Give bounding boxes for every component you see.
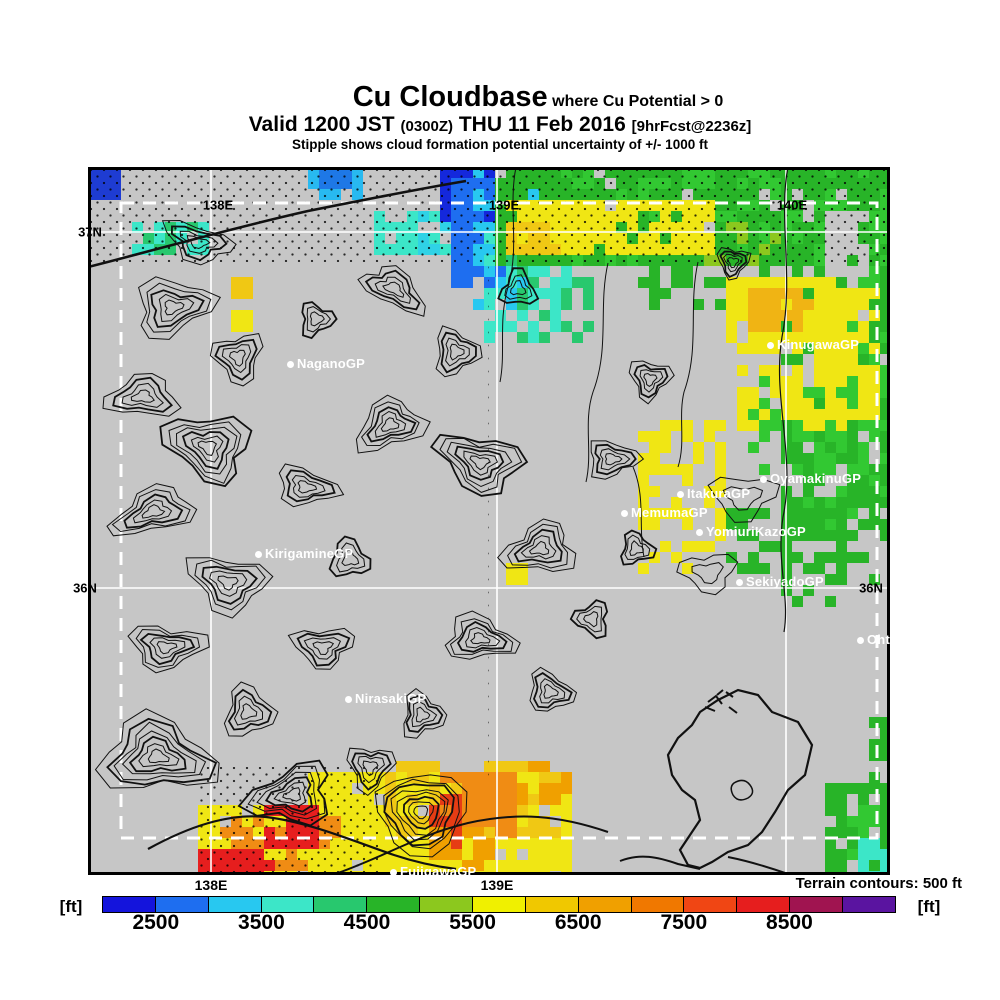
valid-forecast-ref: [9hrFcst@2236z] — [631, 118, 752, 136]
colorbar-segment — [737, 897, 791, 912]
colorbar-segment — [367, 897, 421, 912]
map-panel: NaganoGP KinugawaGP OyamakinuGP ItakuraGP Me… — [88, 167, 890, 875]
grid-label: 138E — [194, 877, 228, 893]
grid-label: 140E — [776, 197, 808, 213]
chart-header: Cu Cloudbase where Cu Potential > 0 Vali… — [0, 81, 1000, 153]
colorbar-tick-label: 3500 — [238, 911, 285, 934]
grid-label: 36N — [859, 580, 883, 596]
chart-title-qualifier: where Cu Potential > 0 — [552, 93, 724, 110]
valid-prefix: Valid 1200 JST — [248, 113, 395, 137]
station-label: OyamakinuGP — [770, 471, 862, 486]
station-label: ItakuraGP — [687, 486, 751, 501]
terrain-cloudbase-map — [88, 167, 890, 875]
valid-zulu: (0300Z) — [400, 118, 454, 136]
grid-label: 139E — [488, 197, 520, 213]
station-dot-icon — [767, 342, 774, 349]
unit-label-left: [ft] — [59, 897, 83, 916]
colorbar-tick-label: 2500 — [132, 911, 180, 934]
colorbar-segment — [261, 897, 315, 912]
station-label: FujigawaGP — [400, 864, 477, 875]
terrain-contours-note: Terrain contours: 500 ft — [795, 875, 962, 892]
colorbar-tick-label: 4500 — [343, 911, 391, 934]
station-dot-icon — [677, 491, 684, 498]
colorbar-segment — [684, 897, 738, 912]
colorbar-segment — [155, 897, 209, 912]
station-dot-icon — [345, 696, 352, 703]
station-dot-icon — [760, 476, 767, 483]
colorbar-tick-label: 6500 — [554, 911, 602, 934]
cloudbase-colorbar — [102, 896, 896, 913]
colorbar-tick-label: 8500 — [766, 911, 813, 934]
colorbar-segment — [420, 897, 474, 912]
valid-time-line: Valid 1200 JST (0300Z) THU 11 Feb 2016 [… — [0, 113, 1000, 137]
station-label: NirasakiGP — [355, 691, 427, 706]
colorbar-segment — [631, 897, 685, 912]
colorbar-segment — [103, 897, 156, 912]
station-dot-icon — [390, 869, 397, 875]
colorbar-segment — [314, 897, 368, 912]
station-label: OhtoneGP — [867, 632, 890, 647]
station-label: NaganoGP — [297, 356, 366, 371]
colorbar-segment — [473, 897, 526, 912]
station-dot-icon — [857, 637, 864, 644]
grid-label: 139E — [480, 877, 514, 893]
station-label: KinugawaGP — [777, 337, 860, 352]
station-dot-icon — [287, 361, 294, 368]
station-dot-icon — [696, 529, 703, 536]
grid-label: 138E — [202, 197, 234, 213]
colorbar-tick-label: 5500 — [449, 911, 496, 934]
station-label: KirigamineGP — [265, 546, 354, 561]
colorbar-segment — [843, 897, 895, 912]
station-label: MemumaGP — [631, 505, 708, 520]
colorbar-segment — [525, 897, 579, 912]
colorbar-tick-label: 7500 — [660, 911, 708, 934]
chart-title-line: Cu Cloudbase where Cu Potential > 0 — [38, 81, 1000, 113]
colorbar-segment — [790, 897, 844, 912]
chart-title: Cu Cloudbase — [352, 81, 548, 113]
station-dot-icon — [736, 579, 743, 586]
valid-date: THU 11 Feb 2016 — [458, 113, 626, 137]
station-label: SekiyadoGP — [746, 574, 824, 589]
station-label: YomiuriKazoGP — [706, 524, 806, 539]
unit-label-right: [ft] — [917, 897, 941, 916]
station-dot-icon — [621, 510, 628, 517]
stipple-note: Stipple shows cloud formation potential … — [292, 136, 708, 152]
grid-label: 37N — [78, 224, 102, 240]
colorbar-segment — [208, 897, 262, 912]
colorbar-segment — [578, 897, 632, 912]
station-dot-icon — [255, 551, 262, 558]
grid-label: 36N — [73, 580, 97, 596]
